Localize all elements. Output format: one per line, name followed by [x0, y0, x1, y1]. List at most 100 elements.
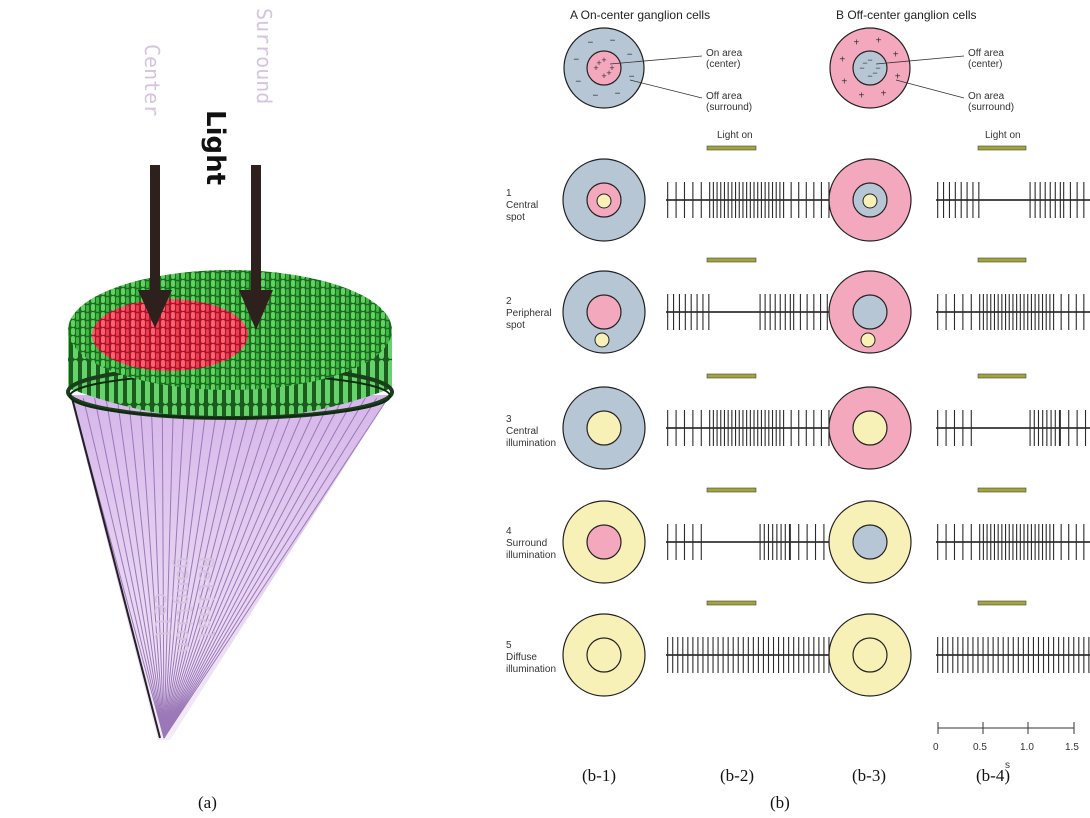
light-on-bar	[706, 257, 757, 263]
legend-center-circle	[852, 50, 888, 86]
legend-center-sign: −	[859, 63, 864, 73]
fiber-line	[163, 397, 366, 739]
legend-surround-sign: +	[876, 35, 882, 46]
light-spot	[862, 193, 878, 209]
light-on-bar	[977, 600, 1027, 606]
legend-surround-sign: +	[854, 37, 860, 48]
time-tick-1-0: 1.0	[1020, 742, 1034, 753]
caption-b2: (b-2)	[720, 766, 754, 785]
legend-pointer-surround	[895, 79, 965, 99]
caption-b1: (b-1)	[582, 766, 616, 785]
light-on-bar	[977, 487, 1027, 493]
legend-surround-sign: +	[895, 72, 901, 83]
fiber-line	[163, 397, 186, 739]
center-arrow	[138, 165, 172, 328]
fiber-line	[163, 397, 265, 739]
caption-b: (b)	[770, 793, 790, 812]
light-on-label-a: Light on	[717, 130, 753, 141]
light-on-bar	[977, 373, 1027, 379]
fiber-line	[163, 397, 389, 739]
legend-center-sign: +	[601, 71, 606, 81]
legend-surround-sign: −	[575, 77, 581, 88]
receptive-field-center	[586, 410, 622, 446]
legend-surround-sign: +	[859, 91, 865, 102]
fiber-line	[105, 397, 165, 739]
light-on-bar	[977, 257, 1027, 263]
light-on-bar	[977, 145, 1027, 151]
fiber-line	[163, 397, 299, 739]
receptive-field-center	[852, 524, 888, 560]
heading-on-center: A On-center ganglion cells	[570, 8, 711, 22]
legend-center-circle	[586, 50, 622, 86]
time-unit: s	[1005, 760, 1010, 771]
legend-pointer-surround	[629, 79, 703, 99]
light-spot	[860, 332, 876, 348]
legend-center-sign: +	[601, 55, 606, 65]
legend-surround-sign: +	[841, 77, 847, 88]
caption-b3: (b-3)	[852, 766, 886, 785]
fiber-line	[94, 397, 165, 739]
receptive-field-diagram: ++ ++++ −−−−−− −− −− −−−− ++++++ ++	[562, 27, 1090, 734]
row-label-2: 2 Peripheral spot	[506, 296, 552, 331]
fiber-line	[163, 397, 276, 739]
center-label: Center	[140, 44, 164, 117]
legend-center-sign: −	[872, 68, 877, 78]
fiber-line	[163, 397, 231, 739]
legend-center-sign: −	[867, 71, 872, 81]
legend-center-sign: −	[867, 55, 872, 65]
legend-surround-sign: −	[610, 35, 616, 46]
legend-surround-sign: −	[588, 37, 594, 48]
fiber-line	[163, 397, 175, 739]
legend-surround-sign: +	[839, 54, 845, 65]
legend-center-sign: +	[596, 58, 601, 68]
row-label-4: 4 Surround illumination	[506, 526, 557, 561]
fiber-line	[163, 397, 208, 739]
light-spot	[594, 332, 610, 348]
legend-surround-sign: −	[573, 54, 579, 65]
fiber-line	[163, 397, 287, 739]
surround-arrow	[239, 165, 273, 330]
legend-off-surround-label: Off area (surround)	[706, 91, 753, 113]
fiber-line	[161, 397, 165, 739]
legend-on-center-label: On area (center)	[706, 48, 743, 70]
fiber-line	[82, 397, 165, 739]
legend-surround-sign: −	[593, 91, 599, 102]
cell-label-line-3: cell	[150, 592, 174, 641]
time-tick-1-5: 1.5	[1065, 742, 1079, 753]
fiber-line	[127, 397, 165, 739]
fiber-line	[163, 397, 333, 739]
fiber-edge	[71, 397, 161, 739]
fiber-line	[150, 397, 165, 739]
legend-surround-sign: −	[627, 49, 633, 60]
light-on-label-b: Light on	[985, 130, 1021, 141]
surround-label: Surround	[252, 8, 276, 105]
light-on-bar	[706, 487, 757, 493]
legend-center-sign: −	[875, 63, 880, 73]
legend-center-sign: +	[609, 63, 614, 73]
receptive-field-center	[852, 637, 888, 673]
receptive-field-center	[586, 637, 622, 673]
cell-label-line-2: ganglion	[172, 557, 196, 654]
fiber-line	[163, 397, 310, 739]
fiber-line	[163, 397, 242, 739]
receptive-field-center	[852, 294, 888, 330]
legend-pointer-center	[609, 55, 703, 65]
fiber-line	[163, 397, 220, 739]
heading-off-center: B Off-center ganglion cells	[836, 8, 977, 22]
center-region	[92, 299, 248, 371]
light-on-bar	[706, 600, 757, 606]
legend-surround-sign: −	[615, 89, 621, 100]
legend-surround-sign: +	[881, 89, 887, 100]
time-tick-0: 0	[933, 742, 939, 753]
fiber-line	[163, 397, 321, 739]
legend-on-surround-label: On area (surround)	[968, 91, 1015, 113]
caption-a: (a)	[198, 793, 217, 812]
fiber-line	[163, 397, 344, 739]
caption-b4: (b-4)	[976, 766, 1010, 785]
fiber-lines	[71, 397, 389, 739]
retina-illustration	[66, 165, 394, 740]
receptive-field-center	[586, 524, 622, 560]
light-on-bar	[706, 373, 757, 379]
fiber-line	[163, 397, 197, 739]
fiber-line	[163, 397, 254, 739]
